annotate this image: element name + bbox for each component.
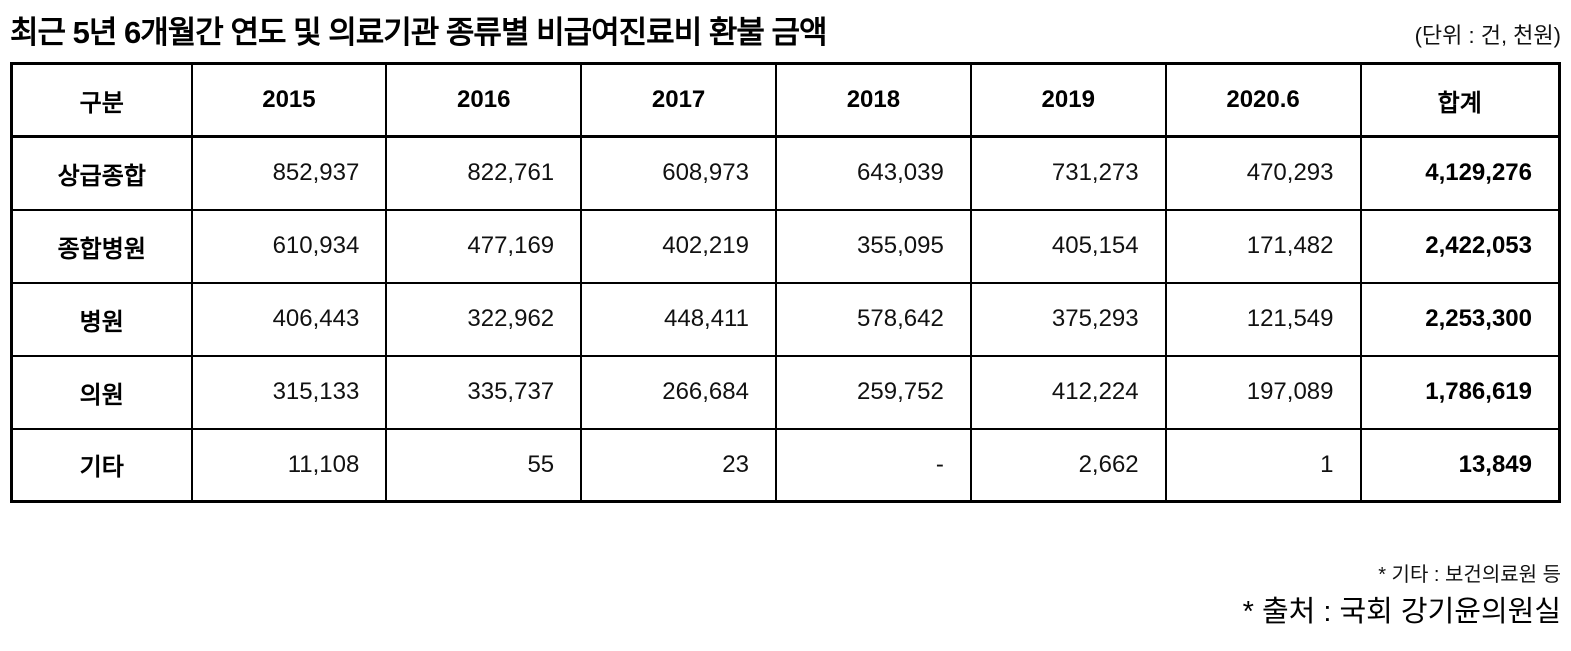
table-cell: 412,224	[969, 354, 1167, 430]
column-header-2015: 2015	[190, 62, 388, 138]
page-title: 최근 5년 6개월간 연도 및 의료기관 종류별 비급여진료비 환불 금액	[10, 15, 828, 50]
table-header-row: 구분 2015 2016 2017 2018 2019 2020.6 합계	[10, 62, 1561, 138]
table-cell: 11,108	[190, 427, 388, 503]
table-cell: 121,549	[1164, 281, 1362, 357]
column-header-2016: 2016	[385, 62, 583, 138]
row-label: 상급종합	[10, 135, 193, 211]
table-cell: 259,752	[774, 354, 972, 430]
table-row: 병원 406,443 322,962 448,411 578,642 375,293 121…	[10, 281, 1561, 357]
table-cell: 197,089	[1164, 354, 1362, 430]
table-cell: 322,962	[385, 281, 583, 357]
table-cell: 355,095	[774, 208, 972, 284]
table-cell: 406,443	[190, 281, 388, 357]
table-cell: 266,684	[580, 354, 777, 430]
unit-label: (단위 : 건, 천원)	[1414, 23, 1561, 48]
row-label: 의원	[10, 354, 193, 430]
table-cell: 335,737	[385, 354, 583, 430]
table-cell: 23	[580, 427, 777, 503]
table-cell: 470,293	[1164, 135, 1362, 211]
table-cell: 171,482	[1164, 208, 1362, 284]
row-total-cell: 2,253,300	[1359, 281, 1561, 357]
table-cell: -	[774, 427, 972, 503]
row-total-cell: 2,422,053	[1359, 208, 1561, 284]
table-row: 종합병원 610,934 477,169 402,219 355,095 405,154 1…	[10, 208, 1561, 284]
table-header: 구분 2015 2016 2017 2018 2019 2020.6 합계	[10, 62, 1561, 138]
table-cell: 477,169	[385, 208, 583, 284]
table-cell: 402,219	[580, 208, 777, 284]
row-label: 기타	[10, 427, 193, 503]
table-row: 상급종합 852,937 822,761 608,973 643,039 731,273 4…	[10, 135, 1561, 211]
refund-amount-table: 구분 2015 2016 2017 2018 2019 2020.6 합계 상급종합 852,9…	[10, 62, 1561, 503]
table-cell: 608,973	[580, 135, 777, 211]
document-header: 최근 5년 6개월간 연도 및 의료기관 종류별 비급여진료비 환불 금액 (단…	[0, 0, 1571, 52]
footnote-etc: * 기타 : 보건의료원 등	[1378, 564, 1561, 586]
table-cell: 578,642	[774, 281, 972, 357]
table-cell: 731,273	[969, 135, 1167, 211]
column-header-2018: 2018	[774, 62, 972, 138]
table-cell: 375,293	[969, 281, 1167, 357]
table-cell: 315,133	[190, 354, 388, 430]
table-cell: 448,411	[580, 281, 777, 357]
column-header-category: 구분	[10, 62, 193, 138]
table-cell: 643,039	[774, 135, 972, 211]
row-total-cell: 13,849	[1359, 427, 1561, 503]
column-header-2020.6: 2020.6	[1164, 62, 1362, 138]
footnote-source: * 출처 : 국회 강기윤의원실	[1242, 596, 1561, 628]
column-header-2017: 2017	[580, 62, 777, 138]
row-label: 병원	[10, 281, 193, 357]
table-cell: 610,934	[190, 208, 388, 284]
column-header-합계: 합계	[1359, 62, 1561, 138]
table-cell: 405,154	[969, 208, 1167, 284]
table-row: 의원 315,133 335,737 266,684 259,752 412,224 197…	[10, 354, 1561, 430]
table-cell: 822,761	[385, 135, 583, 211]
row-label: 종합병원	[10, 208, 193, 284]
footnotes: * 기타 : 보건의료원 등 * 출처 : 국회 강기윤의원실	[1243, 560, 1561, 634]
table-cell: 55	[385, 427, 583, 503]
table-cell: 2,662	[969, 427, 1167, 503]
row-total-cell: 1,786,619	[1359, 354, 1561, 430]
column-header-2019: 2019	[969, 62, 1167, 138]
row-total-cell: 4,129,276	[1359, 135, 1561, 211]
table-cell: 852,937	[190, 135, 388, 211]
table-row: 기타 11,108 55 23-2,662 1 13,849	[10, 427, 1561, 503]
table-cell: 1	[1164, 427, 1362, 503]
